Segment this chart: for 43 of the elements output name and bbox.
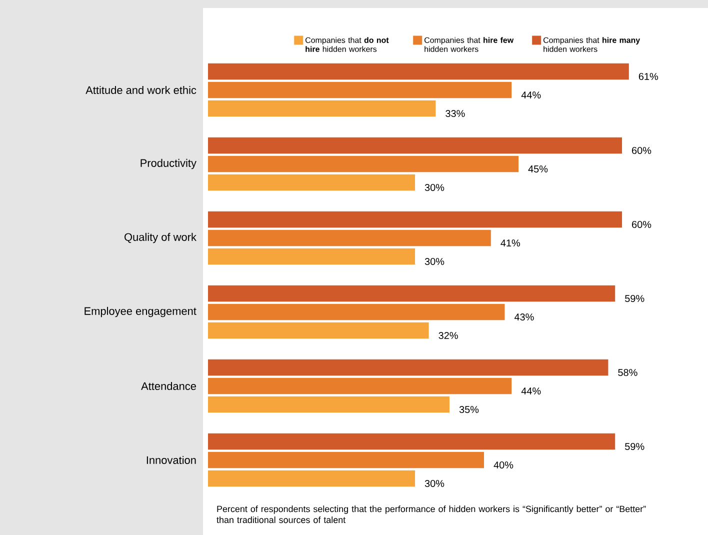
data-label: 61% [638, 72, 658, 80]
bar [208, 100, 436, 117]
bar [208, 174, 415, 191]
y-tick-label: Productivity [140, 158, 196, 170]
y-tick-label: Attendance [141, 382, 196, 390]
data-label: 32% [438, 332, 458, 340]
data-label: 59% [625, 442, 644, 450]
bar [208, 248, 415, 265]
bar [208, 137, 622, 154]
data-label: 45% [528, 165, 548, 172]
bar [208, 378, 512, 394]
data-label: 59% [625, 294, 644, 302]
bar [208, 322, 429, 339]
y-tick-label: Quality of work [124, 232, 196, 244]
y-tick-label: Employee engagement [84, 306, 196, 318]
bar [208, 63, 629, 80]
data-label: 35% [459, 406, 479, 414]
bar [208, 285, 616, 302]
data-label: 41% [500, 240, 520, 246]
data-label: 43% [514, 313, 534, 321]
data-label: 60% [632, 146, 652, 154]
data-label: 30% [424, 184, 444, 192]
bar [208, 211, 622, 228]
bar [208, 396, 450, 413]
bar [208, 156, 519, 172]
data-label: 30% [424, 258, 444, 266]
data-label: 44% [521, 92, 541, 98]
bar [208, 230, 491, 246]
bar [208, 470, 415, 487]
y-tick-label: Attitude and work ethic [86, 86, 196, 94]
data-label: 30% [424, 480, 444, 488]
bar [208, 433, 616, 450]
data-label: 58% [618, 368, 638, 376]
bar [208, 304, 505, 320]
data-label: 44% [521, 388, 541, 394]
bar [208, 452, 484, 468]
y-tick-label: Innovation [146, 456, 196, 464]
bar [208, 359, 608, 376]
data-label: 33% [446, 110, 465, 118]
text: Percent of respondents selecting that the performance of hidden workers is “Significantly better” or “Better” than traditional sources of talent [216, 506, 646, 524]
data-label: 60% [632, 220, 652, 228]
data-label: 40% [494, 461, 514, 469]
bar [208, 82, 512, 98]
